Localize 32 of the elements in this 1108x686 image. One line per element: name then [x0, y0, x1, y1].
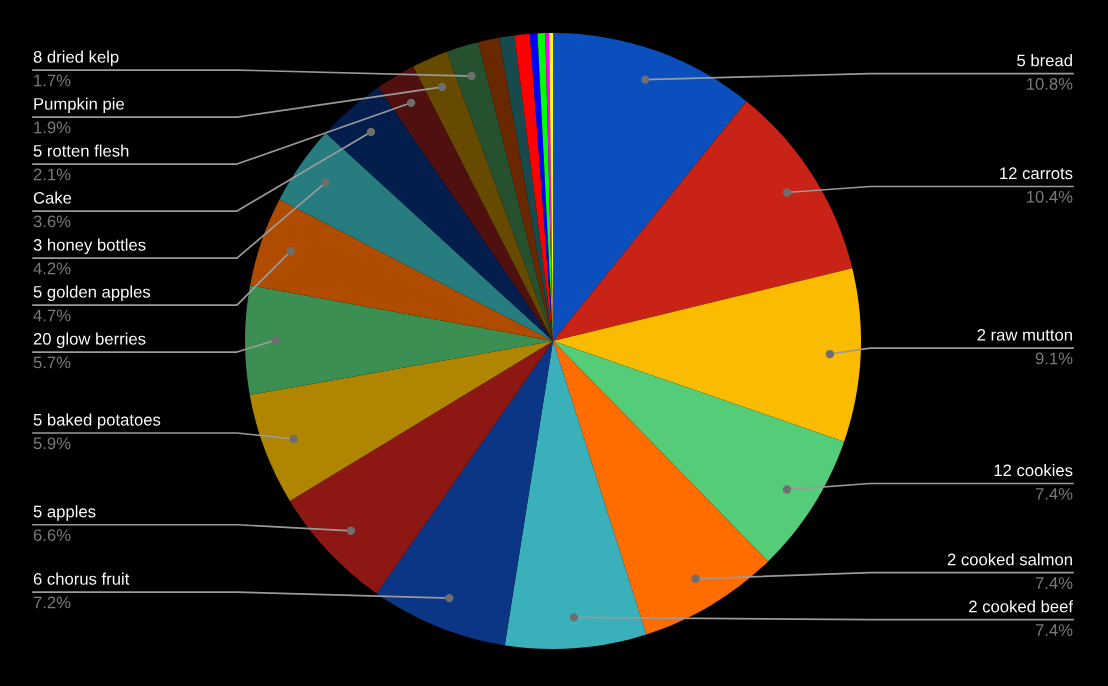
data-label: 4.2%	[33, 262, 71, 275]
slice-label: 20 glow berries	[33, 332, 146, 349]
data-label: 5.7%	[33, 356, 71, 369]
data-label: 4.7%	[33, 309, 71, 322]
slice-label: 5 rotten flesh	[33, 144, 129, 157]
slice-label: 12 cookies	[994, 463, 1073, 477]
slice-label: 2 raw mutton	[977, 328, 1072, 341]
data-label: 10.8%	[1027, 78, 1073, 90]
data-label: 9.1%	[1035, 352, 1073, 365]
slice-label: 3 honey bottles	[33, 238, 146, 255]
data-label: 10.4%	[1027, 190, 1073, 203]
data-label: 1.7%	[34, 74, 71, 87]
slice-label: 8 dried kelp	[33, 50, 119, 67]
slice-label: 2 cooked salmon	[947, 553, 1072, 566]
data-label: 2.1%	[33, 168, 71, 181]
data-label: 3.6%	[33, 215, 71, 228]
data-label: 1.9%	[34, 121, 71, 134]
data-label: 7.4%	[1035, 488, 1073, 500]
data-label: 7.4%	[1035, 624, 1073, 636]
slice-label: 5 apples	[33, 505, 96, 521]
slice-label: 5 bread	[1017, 54, 1072, 67]
data-label: 5.9%	[33, 437, 71, 450]
slice-label: 2 cooked beef	[969, 600, 1074, 613]
slice-label: Pumpkin pie	[34, 97, 124, 114]
data-label: 6.6%	[33, 529, 71, 541]
slice-label: 5 baked potatoes	[33, 413, 161, 429]
slice-label: 5 golden apples	[33, 285, 151, 302]
data-label: 7.2%	[33, 596, 71, 609]
slice-label: 12 carrots	[1000, 167, 1073, 180]
data-label: 7.4%	[1035, 577, 1073, 589]
slice-label: Cake	[33, 191, 72, 204]
slice-label: 6 chorus fruit	[33, 572, 130, 585]
